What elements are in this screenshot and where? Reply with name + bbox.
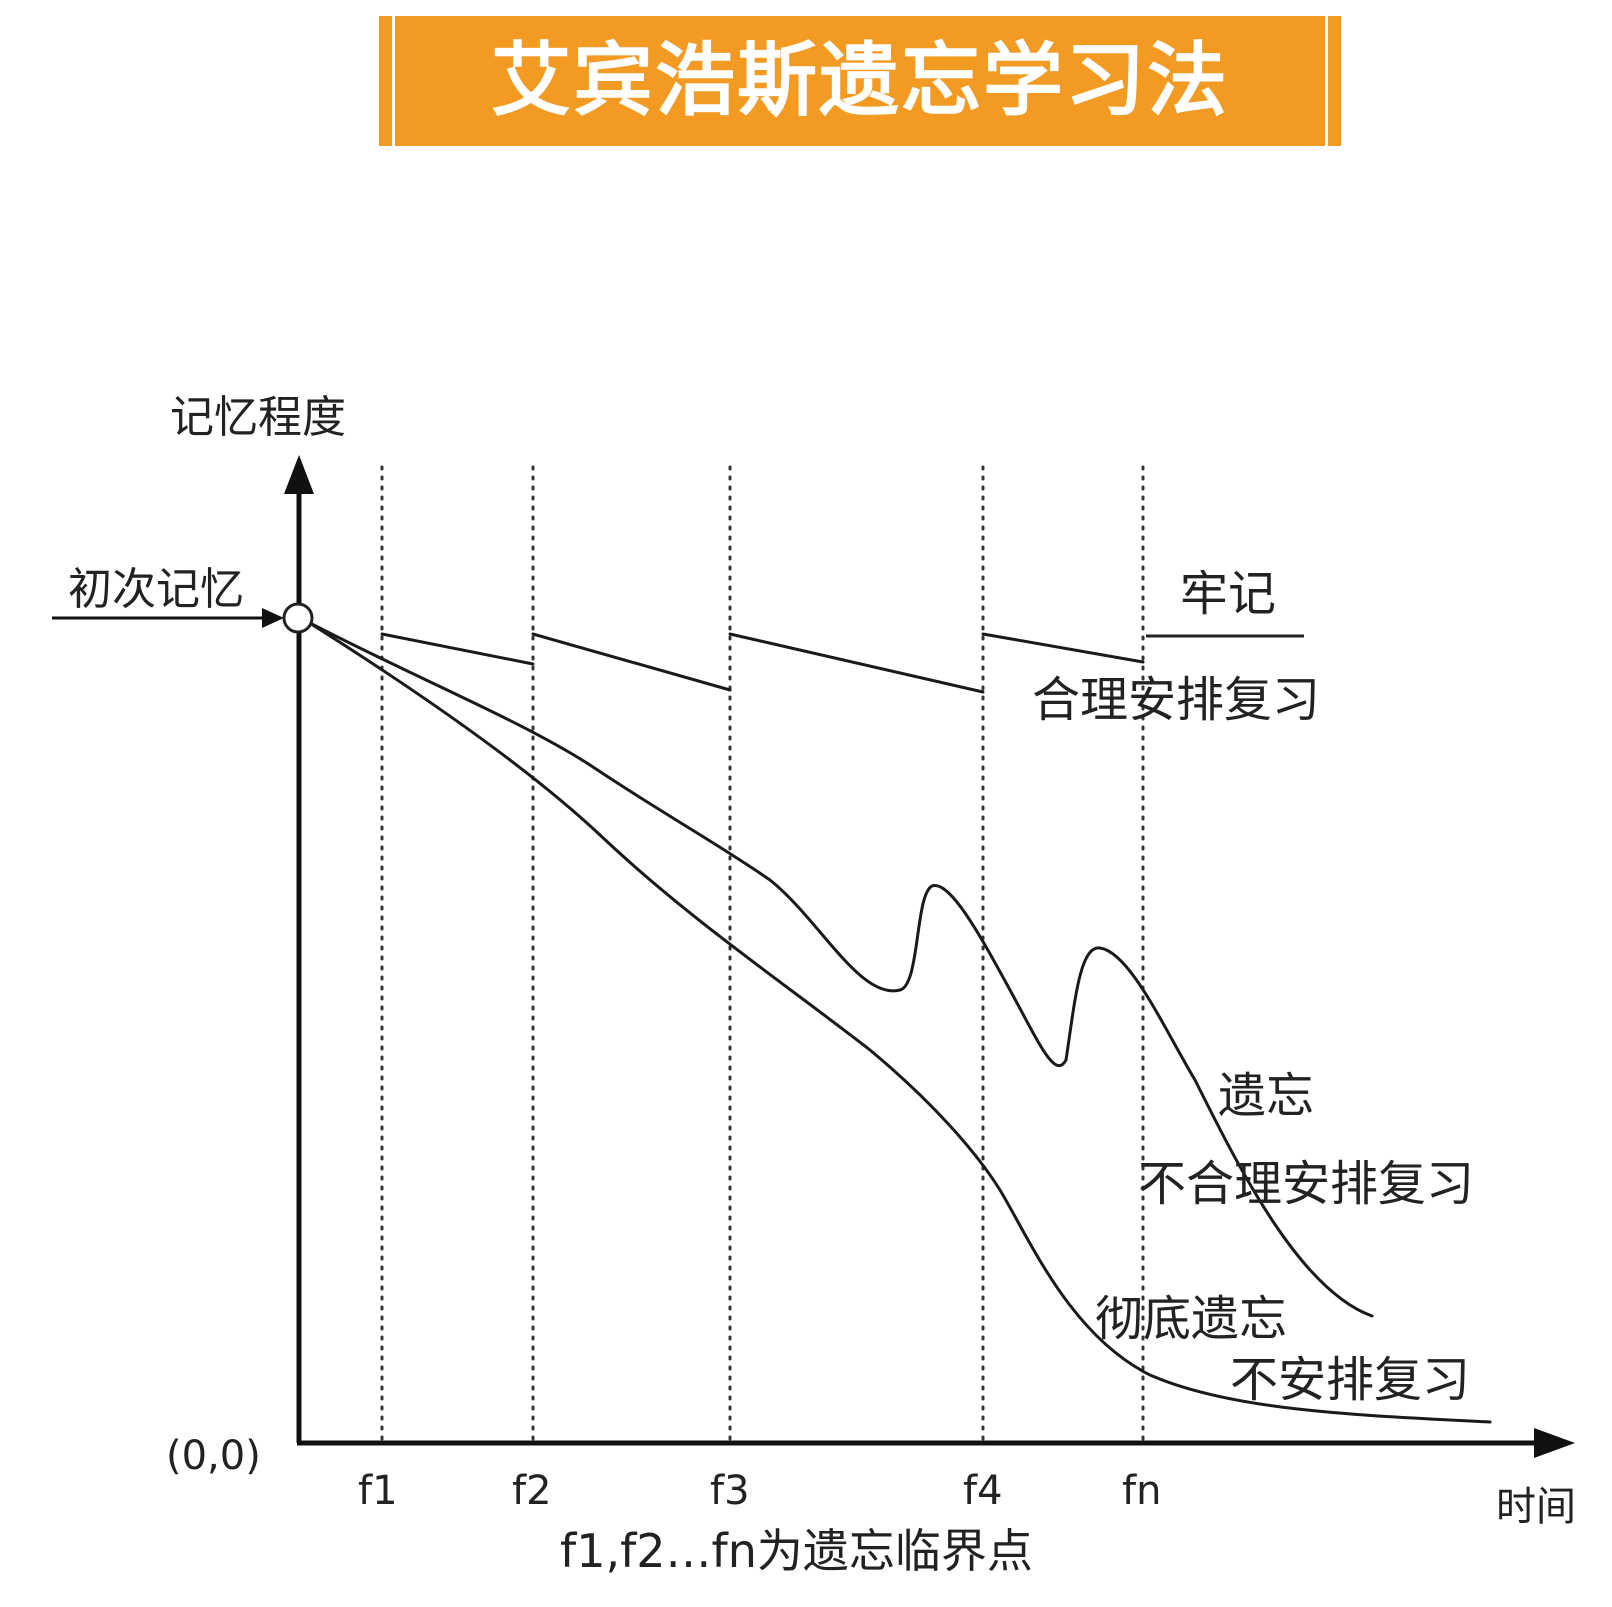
curve-review-none <box>306 620 1492 1424</box>
tick-label-f3: f3 <box>710 1468 750 1514</box>
banner-right-stripe <box>1325 16 1328 146</box>
label-review-none: 不安排复习 <box>1230 1352 1470 1408</box>
curve-review-bad <box>306 620 1374 1318</box>
origin-label: (0,0) <box>166 1433 261 1479</box>
initial-memory-point <box>282 602 314 634</box>
critical-point-lines <box>380 465 1145 1442</box>
caption: f1,f2…fn为遗忘临界点 <box>560 1524 1033 1578</box>
label-forget: 遗忘 <box>1218 1068 1314 1124</box>
curve-review-good-seg-1 <box>380 632 535 666</box>
curve-review-good-seg-4 <box>981 632 1145 664</box>
tick-label-f4: f4 <box>963 1468 1003 1514</box>
x-axis-arrow <box>1534 1428 1575 1458</box>
label-review-good: 合理安排复习 <box>1032 672 1320 728</box>
x-axis-label: 时间 <box>1496 1484 1576 1530</box>
y-axis-label: 记忆程度 <box>170 392 346 443</box>
curve-review-good-seg-2 <box>531 632 732 692</box>
label-review-bad: 不合理安排复习 <box>1138 1156 1474 1212</box>
banner-title: 艾宾浩斯遗忘学习法 <box>491 34 1229 127</box>
tick-label-f1: f1 <box>358 1468 398 1514</box>
curve-review-good-seg-3 <box>728 632 985 694</box>
curves <box>306 620 1492 1424</box>
title-banner: 艾宾浩斯遗忘学习法 <box>379 16 1341 146</box>
label-forget-total: 彻底遗忘 <box>1095 1291 1287 1347</box>
initial-memory-label: 初次记忆 <box>68 564 244 615</box>
label-firm: 牢记 <box>1180 566 1276 622</box>
initial-memory-arrowhead <box>262 608 284 628</box>
tick-label-f2: f2 <box>512 1468 552 1514</box>
y-axis-arrow <box>284 455 314 494</box>
banner-left-stripe <box>392 16 395 146</box>
tick-label-fn: fn <box>1122 1468 1161 1514</box>
